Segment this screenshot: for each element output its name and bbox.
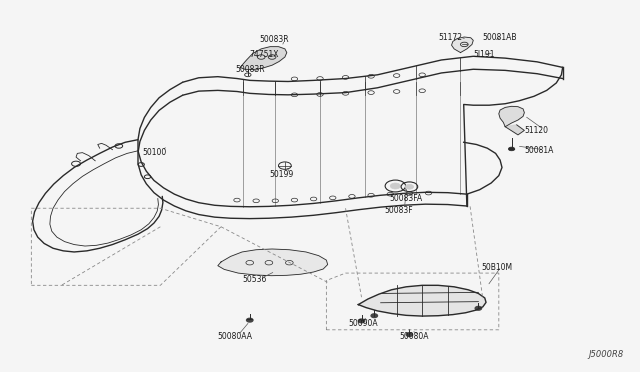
Circle shape (508, 147, 515, 151)
Text: 50080A: 50080A (400, 331, 429, 341)
Polygon shape (505, 125, 524, 135)
Text: 51120: 51120 (524, 126, 548, 135)
Polygon shape (358, 285, 486, 316)
Circle shape (405, 185, 413, 189)
Text: 5l191: 5l191 (473, 50, 495, 59)
Text: 51172: 51172 (438, 33, 462, 42)
Text: 50083R: 50083R (259, 35, 289, 44)
Circle shape (406, 333, 413, 336)
Polygon shape (499, 106, 524, 127)
Polygon shape (218, 249, 328, 276)
Text: 50B10M: 50B10M (481, 263, 512, 272)
Circle shape (246, 318, 253, 322)
Text: 74751X: 74751X (250, 50, 279, 59)
Circle shape (390, 183, 401, 189)
Text: 50081AB: 50081AB (483, 33, 517, 42)
Text: 50083R: 50083R (236, 65, 266, 74)
Polygon shape (240, 46, 287, 70)
Text: 50080AA: 50080AA (218, 331, 253, 341)
Text: 50536: 50536 (242, 275, 266, 284)
Text: 50199: 50199 (269, 170, 293, 179)
Polygon shape (452, 37, 473, 52)
Text: 50090A: 50090A (349, 319, 378, 328)
Text: 50083F: 50083F (384, 206, 413, 215)
Text: 50083FA: 50083FA (389, 195, 422, 203)
Circle shape (475, 307, 481, 310)
Circle shape (371, 314, 378, 318)
Text: 50081A: 50081A (524, 146, 554, 155)
Circle shape (358, 319, 365, 323)
Text: J5000R8: J5000R8 (588, 350, 623, 359)
Text: 50100: 50100 (143, 148, 166, 157)
